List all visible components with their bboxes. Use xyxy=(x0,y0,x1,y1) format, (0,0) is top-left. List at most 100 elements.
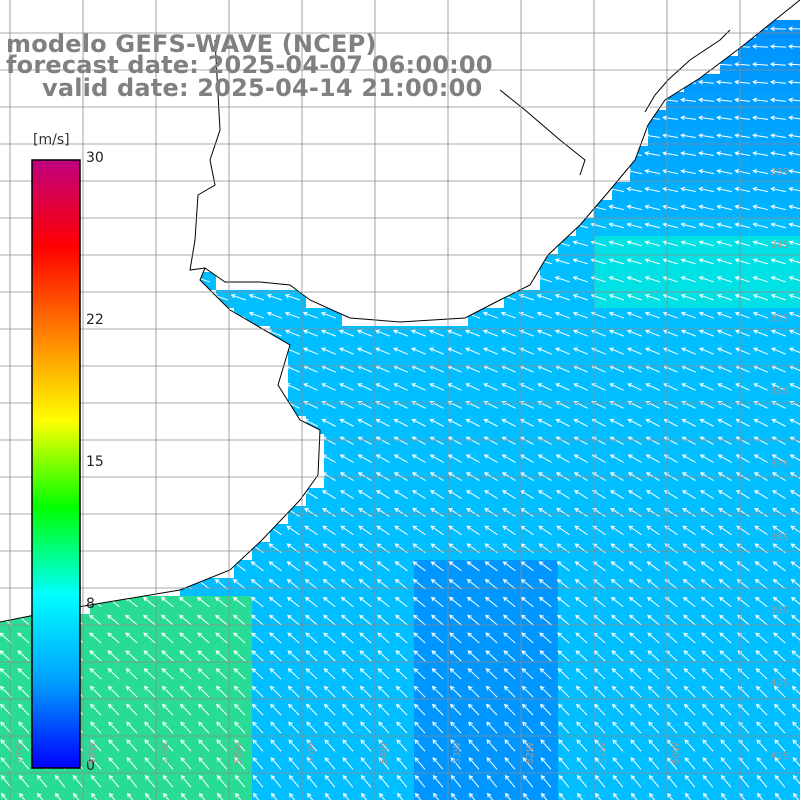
wind-arrow xyxy=(360,774,372,788)
wind-arrow xyxy=(574,525,588,536)
wind-arrow xyxy=(611,632,624,644)
wind-arrow xyxy=(644,311,660,319)
wind-arrow xyxy=(662,186,679,193)
wind-arrow xyxy=(683,703,696,716)
wind-arrow xyxy=(322,507,336,518)
wind-arrow xyxy=(593,685,606,698)
wind-arrow xyxy=(539,614,552,626)
wind-arrow xyxy=(521,614,534,626)
wind-arrow xyxy=(266,311,282,319)
wind-arrow xyxy=(790,578,800,587)
wind-speed-cell xyxy=(792,128,800,146)
latitude-label: 40S xyxy=(770,678,790,689)
wind-arrow xyxy=(626,186,643,193)
wind-arrow xyxy=(357,436,372,445)
wind-arrow xyxy=(412,507,426,518)
wind-arrow xyxy=(322,525,336,536)
wind-arrow xyxy=(608,204,625,211)
wind-arrow xyxy=(302,347,318,355)
wind-arrow xyxy=(286,525,300,536)
wind-arrow xyxy=(626,204,643,211)
wind-arrow xyxy=(539,703,552,716)
wind-arrow xyxy=(502,507,516,518)
wind-arrow xyxy=(734,97,751,103)
wind-arrow xyxy=(392,347,408,355)
wind-arrow xyxy=(608,347,624,355)
wind-arrow xyxy=(322,596,336,608)
wind-arrow xyxy=(357,383,372,391)
wind-arrow xyxy=(574,596,588,608)
wind-arrow xyxy=(467,667,480,680)
wind-arrow xyxy=(286,578,300,590)
wind-arrow xyxy=(270,721,282,734)
wind-speed-cell xyxy=(54,794,72,800)
wind-arrow xyxy=(287,614,300,626)
wind-arrow xyxy=(466,578,480,590)
wind-arrow xyxy=(484,525,498,536)
wind-arrow xyxy=(448,596,462,608)
wind-arrow xyxy=(716,276,733,283)
wind-arrow xyxy=(699,418,714,427)
wind-arrow xyxy=(250,596,264,608)
wind-arrow xyxy=(698,169,715,175)
wind-arrow xyxy=(449,614,462,626)
wind-arrow xyxy=(662,204,679,211)
wind-arrow xyxy=(396,739,408,752)
longitude-label: 57W xyxy=(160,742,171,765)
wind-arrow xyxy=(466,507,480,518)
wind-arrow xyxy=(465,490,480,500)
wind-speed-cell xyxy=(792,218,800,236)
colorbar-tick-label: 0 xyxy=(86,758,95,774)
wind-arrow xyxy=(179,650,192,662)
wind-arrow xyxy=(431,685,444,698)
wind-arrow xyxy=(447,490,462,500)
wind-arrow xyxy=(196,596,210,608)
wind-arrow xyxy=(558,721,570,734)
wind-arrow xyxy=(450,721,462,734)
wind-arrow xyxy=(626,276,643,283)
wind-arrow xyxy=(342,792,350,800)
wind-arrow xyxy=(630,774,642,788)
wind-arrow xyxy=(519,418,534,427)
wind-arrow xyxy=(738,721,750,734)
wind-arrow xyxy=(787,26,800,32)
wind-arrow xyxy=(360,721,372,734)
wind-arrow xyxy=(89,632,102,644)
wind-arrow xyxy=(341,667,354,680)
wind-arrow xyxy=(89,703,102,716)
wind-arrow xyxy=(662,293,678,301)
wind-speed-cell xyxy=(540,794,558,800)
latitude-label: 38S xyxy=(770,532,790,543)
wind-arrow xyxy=(554,311,570,319)
wind-arrow xyxy=(629,650,642,662)
colorbar-tick-label: 30 xyxy=(86,150,104,166)
wind-speed-cell xyxy=(378,794,396,800)
wind-speed-cell xyxy=(252,794,270,800)
wind-arrow xyxy=(756,792,764,800)
wind-arrow xyxy=(412,578,426,590)
wind-arrow xyxy=(394,525,408,536)
wind-arrow xyxy=(594,774,606,788)
wind-arrow xyxy=(521,685,534,698)
wind-arrow xyxy=(378,757,390,770)
wind-arrow xyxy=(465,383,480,391)
wind-arrow xyxy=(680,329,696,337)
wind-arrow xyxy=(702,757,714,770)
wind-arrow xyxy=(162,792,170,800)
wind-arrow xyxy=(413,650,426,662)
wind-arrow xyxy=(252,774,264,788)
wind-arrow xyxy=(482,347,498,355)
wind-arrow xyxy=(539,650,552,662)
wind-arrow xyxy=(339,490,354,500)
wind-arrow xyxy=(180,721,192,734)
wind-arrow xyxy=(197,632,210,644)
wind-arrow xyxy=(680,293,696,301)
wind-arrow xyxy=(753,383,768,391)
wind-arrow xyxy=(540,757,552,770)
wind-arrow xyxy=(357,490,372,500)
wind-arrow xyxy=(537,454,552,463)
wind-arrow xyxy=(700,507,714,518)
wind-arrow xyxy=(662,258,679,265)
wind-arrow xyxy=(126,757,138,770)
wind-arrow xyxy=(502,525,516,536)
